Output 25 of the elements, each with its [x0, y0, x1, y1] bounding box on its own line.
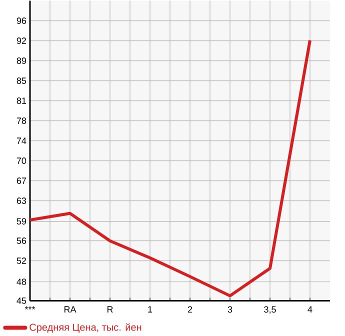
y-tick-label: 70 [16, 157, 26, 164]
x-tick-label: 2 [188, 306, 192, 312]
y-tick-label: 96 [16, 17, 26, 24]
x-tick-label: 3,5 [264, 306, 276, 314]
y-tick-label: 81 [16, 97, 26, 104]
line-series [28, 38, 312, 298]
y-tick-label: 89 [16, 57, 26, 64]
y-tick-label: 85 [16, 77, 26, 84]
y-tick-label: 48 [16, 278, 26, 285]
x-tick-label: 3 [228, 306, 232, 313]
y-tick-label: 52 [16, 257, 26, 264]
x-tick-label: RA [64, 306, 76, 312]
y-tick-label: 45 [16, 298, 26, 304]
y-tick-label: 59 [16, 218, 26, 224]
y-tick-label: 63 [16, 197, 26, 204]
x-tick-label: R [107, 306, 113, 312]
legend-label: Средняя Цена, тыс. йен [30, 323, 142, 333]
x-tick-label: 4 [308, 306, 312, 312]
y-tick-label: 67 [16, 177, 26, 184]
y-tick-label: 56 [16, 237, 26, 244]
y-tick-label: 92 [16, 37, 26, 44]
x-tick-label: 1 [148, 306, 152, 312]
y-tick-label: 78 [16, 117, 26, 124]
y-tick-label: 74 [16, 138, 26, 144]
x-tick-label: *** [24, 306, 36, 310]
